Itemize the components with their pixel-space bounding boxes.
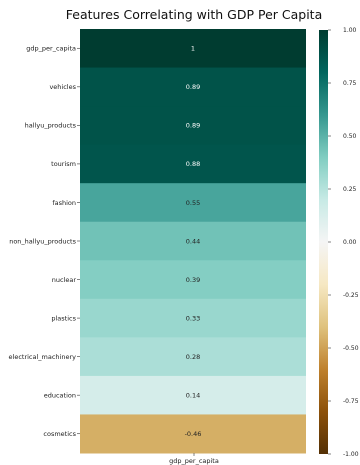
cell-value-label: 0.39 <box>186 276 200 284</box>
heatmap-cell-electrical-machinery <box>80 337 306 377</box>
colorbar-tick-label: 0.75 <box>343 80 357 87</box>
row-label: education <box>44 391 76 399</box>
cell-value-label: -0.46 <box>185 430 202 438</box>
row-label: hallyu_products <box>25 122 77 130</box>
row-label: tourism <box>51 160 76 168</box>
colorbar <box>319 30 328 454</box>
colorbar-tick-label: -0.25 <box>343 292 359 299</box>
row-tick-labels: gdp_per_capita vehicles hallyu_productstou… <box>9 45 80 438</box>
row-label: vehicles <box>49 83 76 91</box>
row-label: fashion <box>52 199 76 207</box>
heatmap-cell-plastics <box>80 298 306 338</box>
cell-value-label: 0.28 <box>186 353 200 361</box>
row-label: nuclear <box>52 276 77 284</box>
colorbar-tick-label: 0.50 <box>343 133 357 140</box>
colorbar-tick-label: 0.00 <box>343 239 357 246</box>
colorbar-tick-label: 1.00 <box>343 27 357 34</box>
cell-value-label: 0.44 <box>186 237 200 245</box>
row-label: non_hallyu_products <box>9 237 76 245</box>
heatmap-cell-non-hallyu-products <box>80 221 306 261</box>
row-label: gdp_per_capita <box>26 45 76 53</box>
heatmap-cell-education <box>80 375 306 415</box>
row-label: cosmetics <box>43 430 76 438</box>
cell-value-label: 0.89 <box>186 122 200 130</box>
x-tick-label: gdp_per_capita <box>169 457 219 465</box>
x-axis: gdp_per_capita <box>169 453 219 465</box>
cell-value-label: 0.89 <box>186 83 200 91</box>
heatmap-cell-tourism <box>80 144 306 184</box>
heatmap-cell-nuclear <box>80 260 306 300</box>
row-label: plastics <box>51 314 76 322</box>
cell-value-label: 0.33 <box>186 314 200 322</box>
colorbar-tick-label: 0.25 <box>343 186 357 193</box>
colorbar-tick-label: -1.00 <box>343 451 359 458</box>
colorbar-ticks: 1.00 0.75 0.50 0.25 0.00 -0.25 -0.50 -0.75 -1.00 <box>328 27 359 458</box>
heatmap-cell-cosmetics <box>80 414 306 454</box>
cell-value-label: 0.88 <box>186 160 200 168</box>
chart-title: Features Correlating with GDP Per Capita <box>66 7 322 22</box>
heatmap-cell-gdp-per-capita <box>80 29 306 69</box>
heatmap-cells: 1 0.89 0.89 0.88 0.55 0.44 0.39 0.33 0.28 0.14 -0.… <box>80 29 306 454</box>
cell-value-label: 0.55 <box>186 199 200 207</box>
cell-value-label: 0.14 <box>186 391 200 399</box>
colorbar-tick-label: -0.75 <box>343 398 359 405</box>
heatmap-cell-hallyu-products <box>80 106 306 146</box>
cell-value-label: 1 <box>191 45 195 53</box>
colorbar-tick-label: -0.50 <box>343 345 359 352</box>
heatmap-cell-fashion <box>80 183 306 223</box>
row-label: electrical_machinery <box>9 353 77 361</box>
heatmap-cell-vehicles <box>80 67 306 107</box>
